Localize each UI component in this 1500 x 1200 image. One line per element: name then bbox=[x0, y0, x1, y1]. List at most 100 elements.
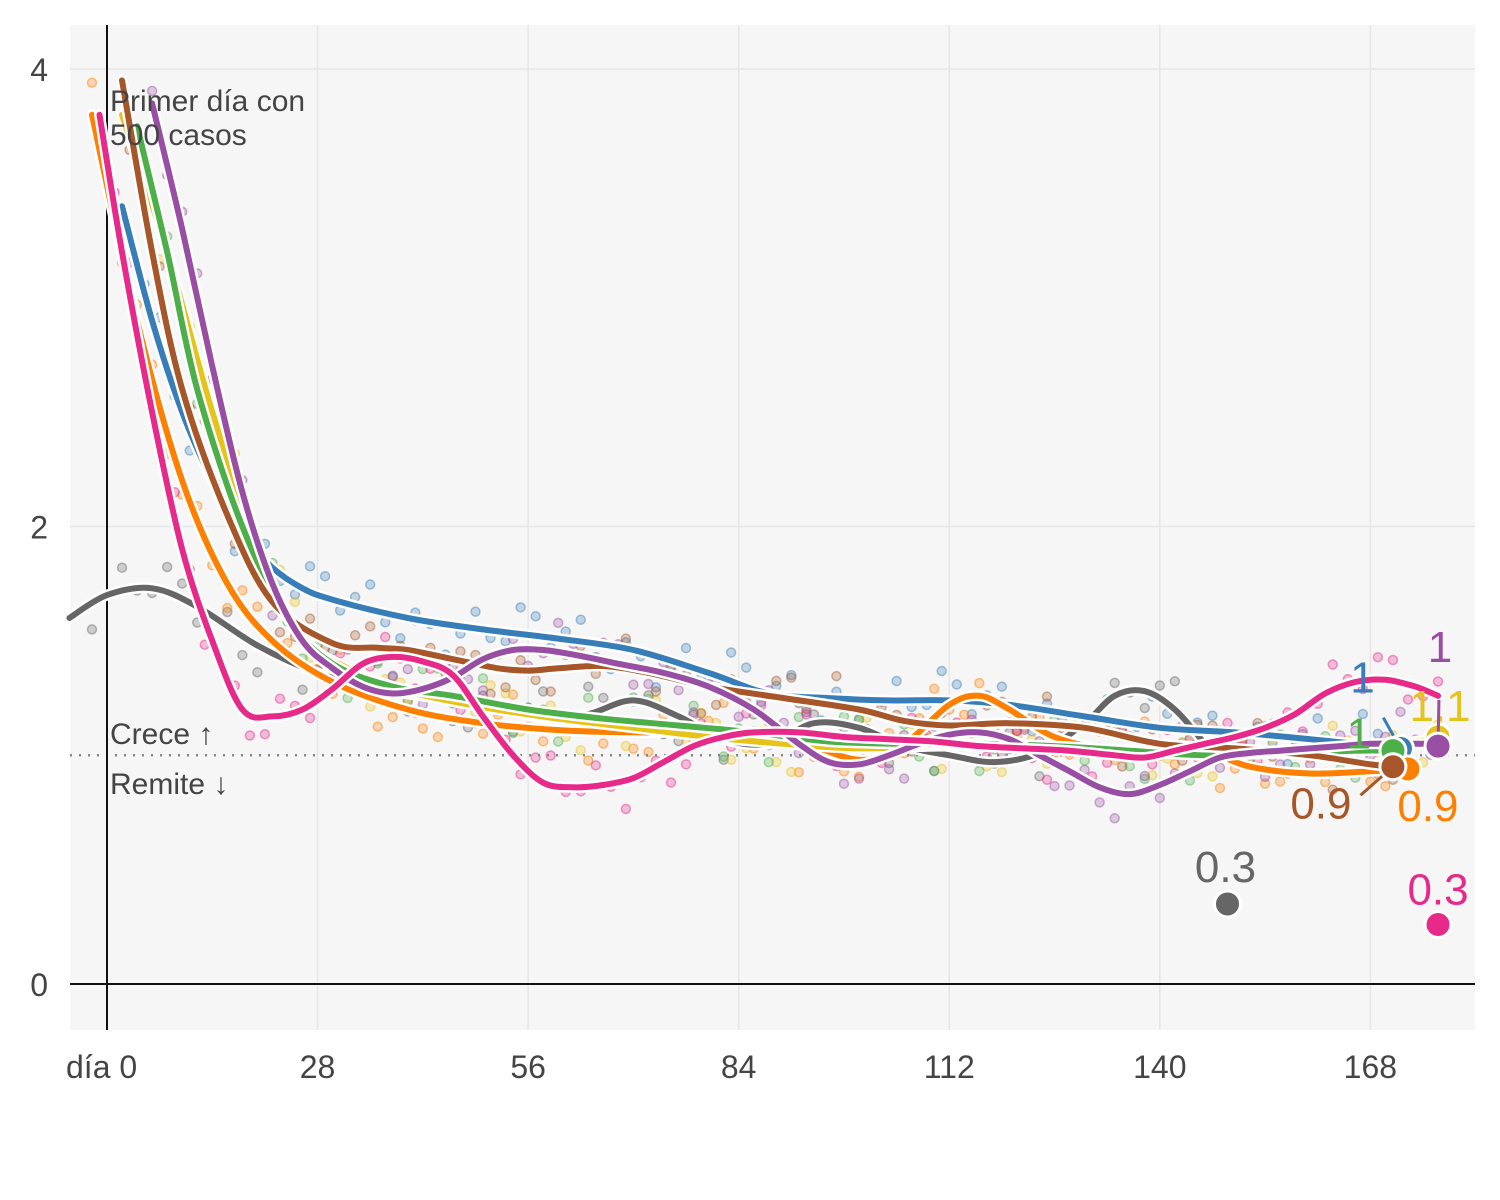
raw-point bbox=[1395, 706, 1406, 718]
raw-point bbox=[673, 684, 684, 696]
raw-point bbox=[537, 686, 549, 697]
raw-point bbox=[222, 606, 233, 618]
raw-point bbox=[951, 679, 963, 690]
raw-point bbox=[801, 709, 812, 720]
raw-point bbox=[740, 662, 752, 673]
raw-point bbox=[620, 740, 632, 752]
raw-point bbox=[1169, 676, 1181, 687]
raw-point bbox=[1139, 702, 1151, 714]
raw-point bbox=[274, 627, 286, 638]
raw-point bbox=[898, 773, 910, 784]
axis-ticks: día 0 28 56 84 112 140 168 0 2 4 bbox=[30, 52, 1397, 1085]
raw-point bbox=[725, 754, 737, 765]
raw-point bbox=[259, 728, 271, 740]
grid bbox=[70, 25, 1475, 1030]
x-tick-label: día 0 bbox=[66, 1049, 137, 1085]
raw-point bbox=[831, 670, 842, 682]
raw-point bbox=[1154, 680, 1166, 691]
raw-point bbox=[688, 707, 699, 718]
raw-point bbox=[387, 670, 399, 681]
raw-point bbox=[237, 649, 248, 661]
raw-point bbox=[590, 760, 602, 771]
raw-point bbox=[891, 675, 902, 687]
raw-point bbox=[485, 679, 496, 691]
raw-point bbox=[1109, 677, 1120, 689]
raw-point bbox=[680, 759, 692, 770]
raw-point bbox=[936, 763, 947, 775]
raw-point bbox=[643, 678, 654, 690]
raw-point bbox=[1387, 654, 1399, 666]
end-marker bbox=[1212, 889, 1242, 919]
raw-point bbox=[695, 708, 707, 719]
raw-point bbox=[515, 655, 526, 666]
raw-point bbox=[477, 685, 489, 696]
raw-point bbox=[974, 677, 985, 689]
raw-point bbox=[936, 665, 947, 677]
raw-point bbox=[718, 754, 729, 765]
raw-point bbox=[161, 561, 173, 573]
raw-point bbox=[252, 601, 263, 613]
raw-point bbox=[598, 692, 609, 704]
raw-point bbox=[996, 681, 1008, 692]
first-day-label: Primer día con bbox=[110, 85, 305, 118]
series-line bbox=[149, 100, 1441, 798]
x-tick-label: 168 bbox=[1344, 1049, 1397, 1085]
raw-point bbox=[575, 614, 587, 626]
raw-point bbox=[1034, 771, 1045, 782]
raw-point bbox=[1147, 770, 1158, 781]
raw-point bbox=[372, 721, 383, 732]
raw-point bbox=[304, 712, 316, 724]
raw-point bbox=[771, 756, 782, 768]
raw-point bbox=[1380, 780, 1391, 792]
raw-point bbox=[883, 764, 895, 775]
declines-label: Remite ↓ bbox=[110, 768, 228, 801]
raw-point bbox=[583, 692, 594, 703]
raw-point bbox=[1049, 780, 1060, 792]
raw-point bbox=[583, 681, 594, 692]
raw-point bbox=[1402, 694, 1414, 705]
end-markers: 0.310.91.110.910.3 bbox=[1195, 623, 1471, 940]
raw-point bbox=[289, 596, 301, 608]
raw-point bbox=[1139, 770, 1151, 782]
raw-point bbox=[1259, 778, 1271, 789]
raw-point bbox=[402, 663, 414, 675]
raw-point bbox=[222, 602, 233, 614]
raw-point bbox=[1116, 761, 1128, 772]
raw-point bbox=[304, 561, 316, 572]
raw-point bbox=[763, 756, 775, 768]
raw-point bbox=[771, 675, 782, 687]
raw-point bbox=[575, 744, 587, 756]
raw-point bbox=[628, 743, 639, 754]
raw-point bbox=[304, 613, 316, 624]
y-tick-label: 4 bbox=[30, 52, 48, 88]
raw-point bbox=[1214, 762, 1226, 774]
raw-point bbox=[974, 765, 985, 777]
raw-point bbox=[1041, 774, 1053, 786]
raw-point bbox=[665, 777, 677, 788]
raw-point bbox=[620, 803, 632, 815]
raw-point bbox=[1109, 813, 1120, 824]
raw-point bbox=[252, 667, 263, 678]
raw-point bbox=[928, 765, 940, 777]
end-value-label: 1 bbox=[1428, 623, 1452, 672]
raw-point bbox=[628, 679, 639, 690]
raw-point bbox=[1207, 710, 1218, 721]
raw-point bbox=[349, 630, 361, 641]
end-value-label: 0.9 bbox=[1397, 782, 1458, 831]
raw-point bbox=[959, 709, 970, 720]
end-value-label: 0.3 bbox=[1407, 866, 1468, 915]
raw-point bbox=[477, 728, 489, 739]
raw-point bbox=[966, 708, 978, 720]
raw-point bbox=[928, 683, 940, 694]
raw-point bbox=[515, 602, 526, 613]
raw-point bbox=[1154, 792, 1166, 804]
raw-point bbox=[1064, 780, 1075, 791]
raw-point bbox=[786, 669, 797, 681]
raw-point bbox=[237, 585, 248, 596]
raw-point bbox=[650, 686, 662, 697]
raw-point bbox=[552, 617, 564, 629]
raw-point bbox=[364, 621, 376, 632]
end-marker bbox=[1378, 752, 1408, 782]
raw-point bbox=[86, 77, 98, 88]
